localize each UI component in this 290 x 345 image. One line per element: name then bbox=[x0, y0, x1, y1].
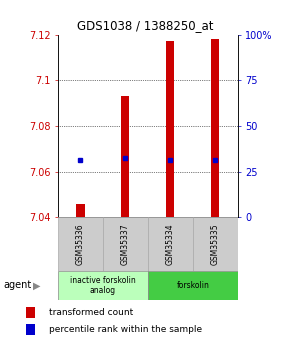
Bar bbox=[77, 204, 84, 217]
Bar bbox=[122, 96, 129, 217]
Text: ▶: ▶ bbox=[33, 280, 41, 290]
Bar bbox=[58, 217, 103, 271]
Text: agent: agent bbox=[3, 280, 31, 290]
Bar bbox=[148, 271, 238, 300]
Bar bbox=[211, 39, 219, 217]
Bar bbox=[148, 217, 193, 271]
Bar bbox=[26, 324, 35, 335]
Bar bbox=[26, 307, 35, 318]
Bar bbox=[103, 217, 148, 271]
Text: inactive forskolin
analog: inactive forskolin analog bbox=[70, 276, 136, 295]
Text: transformed count: transformed count bbox=[49, 308, 133, 317]
Text: GDS1038 / 1388250_at: GDS1038 / 1388250_at bbox=[77, 19, 213, 32]
Text: GSM35337: GSM35337 bbox=[121, 223, 130, 265]
Bar bbox=[58, 271, 148, 300]
Text: percentile rank within the sample: percentile rank within the sample bbox=[49, 325, 202, 334]
Text: GSM35335: GSM35335 bbox=[211, 223, 220, 265]
Bar bbox=[193, 217, 238, 271]
Bar bbox=[166, 41, 174, 217]
Text: GSM35336: GSM35336 bbox=[76, 223, 85, 265]
Text: GSM35334: GSM35334 bbox=[166, 223, 175, 265]
Text: forskolin: forskolin bbox=[176, 281, 209, 290]
